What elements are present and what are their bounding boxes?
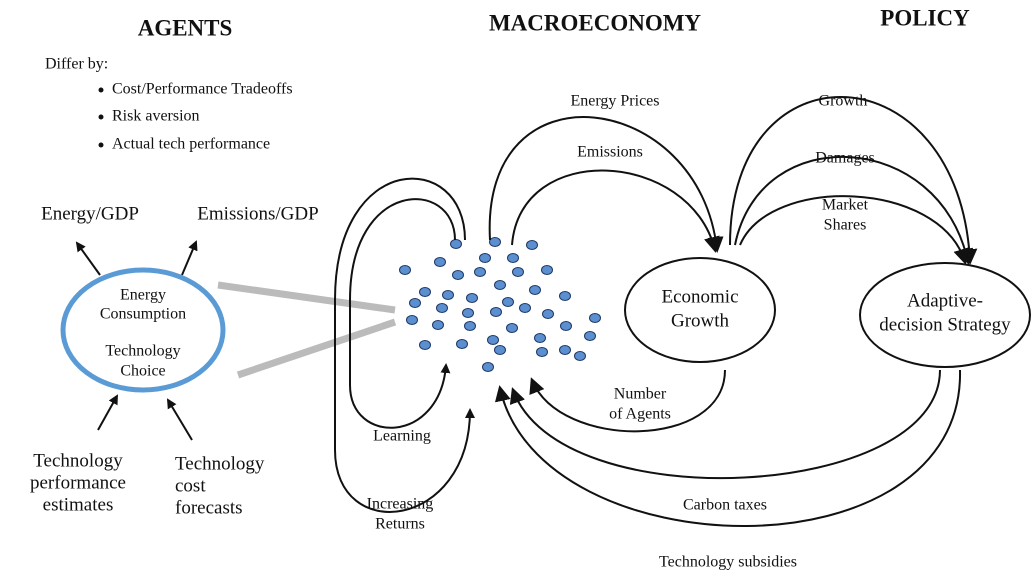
agent-dot <box>489 237 501 247</box>
flow-label: Growth <box>819 93 868 110</box>
agent-dot <box>419 340 431 350</box>
flow-label: Learning <box>373 428 431 445</box>
agent-dot <box>541 265 553 275</box>
agent-dot <box>462 308 474 318</box>
node-label: Growth <box>671 310 730 331</box>
agent-dot <box>436 303 448 313</box>
agent-dot <box>409 298 421 308</box>
circle-label: Energy <box>120 287 166 304</box>
flow-label: Energy Prices <box>570 93 659 110</box>
input-label: cost <box>175 475 206 496</box>
agent-dot <box>529 285 541 295</box>
agent-dots <box>399 237 601 372</box>
agent-dot <box>419 287 431 297</box>
agent-dot <box>464 321 476 331</box>
circle-label: Technology <box>105 343 180 360</box>
agent-dot <box>490 307 502 317</box>
header: AGENTS <box>138 15 233 40</box>
agent-dot <box>584 331 596 341</box>
node <box>859 262 1031 368</box>
agent-dot <box>526 240 538 250</box>
flow-label: Damages <box>815 150 875 167</box>
flow-label: Technology subsidies <box>659 554 797 571</box>
header: MACROECONOMY <box>489 10 701 35</box>
circle-label: Choice <box>120 363 165 380</box>
agent-dot <box>560 321 572 331</box>
agent-dot <box>452 270 464 280</box>
agent-dot <box>432 320 444 330</box>
agent-dot <box>536 347 548 357</box>
agent-circle <box>60 267 226 393</box>
agent-dot <box>574 351 586 361</box>
flow-label: Carbon taxes <box>683 497 767 514</box>
agent-dot <box>479 253 491 263</box>
agent-dot <box>519 303 531 313</box>
agent-dot <box>450 239 462 249</box>
input-label: estimates <box>43 494 114 515</box>
circle-label: Consumption <box>100 306 186 323</box>
agent-dot <box>434 257 446 267</box>
agent-dot <box>494 280 506 290</box>
header: POLICY <box>880 5 970 30</box>
agent-dot <box>542 309 554 319</box>
input-label: performance <box>30 472 126 493</box>
node <box>624 257 776 363</box>
flow-label: Shares <box>824 217 867 234</box>
agent-dot <box>466 293 478 303</box>
agent-dot <box>512 267 524 277</box>
connector <box>217 281 396 314</box>
agent-dot <box>487 335 499 345</box>
flow-label: Emissions <box>577 144 643 161</box>
agent-dot <box>474 267 486 277</box>
node-label: Economic <box>661 286 738 307</box>
agent-dot <box>406 315 418 325</box>
flow-label: Number <box>614 386 667 403</box>
agent-dot <box>589 313 601 323</box>
flow-label: of Agents <box>609 406 671 423</box>
connector <box>236 318 397 379</box>
input-label: Technology <box>33 450 123 471</box>
agent-dot <box>506 323 518 333</box>
agent-dot <box>507 253 519 263</box>
agent-dot <box>494 345 506 355</box>
agent-dot <box>559 291 571 301</box>
bullet-item: Actual tech performance <box>112 136 270 153</box>
flow-arcs <box>334 96 978 527</box>
flow-label: Market <box>822 197 869 214</box>
node-label: decision Strategy <box>879 314 1011 335</box>
output-label: Energy/GDP <box>41 203 139 224</box>
agent-dot <box>442 290 454 300</box>
flow-label: Returns <box>375 516 425 533</box>
node-label: Adaptive- <box>907 290 983 311</box>
agent-dot <box>559 345 571 355</box>
output-label: Emissions/GDP <box>197 203 318 224</box>
input-label: Technology <box>175 453 265 474</box>
bullets <box>98 87 104 148</box>
agent-dot <box>456 339 468 349</box>
agent-dot <box>534 333 546 343</box>
agent-arrows <box>75 240 198 441</box>
agent-dot <box>502 297 514 307</box>
flow-label: Increasing <box>367 496 434 513</box>
bullet-item: Risk aversion <box>112 108 200 125</box>
input-label: forecasts <box>175 497 243 518</box>
bullet-item: Cost/Performance Tradeoffs <box>112 81 293 98</box>
agent-dot <box>399 265 411 275</box>
agent-dot <box>482 362 494 372</box>
differ-title: Differ by: <box>45 56 108 73</box>
